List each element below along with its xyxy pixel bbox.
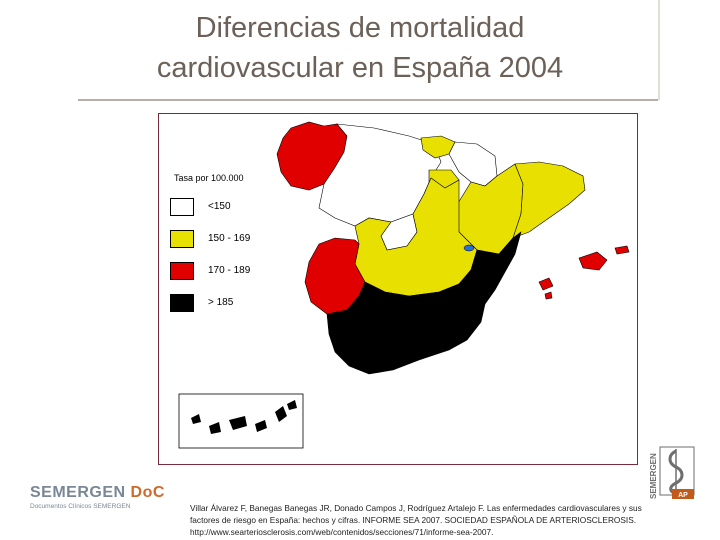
canary-island-3 (229, 416, 247, 430)
right-divider (658, 0, 660, 100)
legend-title: Tasa por 100.000 (174, 173, 244, 183)
semergen-ap-logo: SEMERGEN AP (648, 445, 696, 501)
title-line-1: Diferencias de mortalidad (195, 12, 525, 44)
canary-island-5 (275, 406, 287, 422)
region-baleares-formentera (544, 291, 553, 300)
logo-accent: DoC (130, 484, 165, 501)
right-logo-vertical-text: SEMERGEN (649, 453, 658, 499)
canary-island-6 (287, 400, 297, 410)
legend-swatch-white (170, 198, 194, 216)
legend-label: 170 - 189 (208, 265, 251, 276)
region-baleares-ibiza (538, 277, 554, 291)
region-andalucia-murcia (326, 281, 486, 375)
title-line-2: cardiovascular en España 2004 (156, 52, 564, 84)
spain-mortality-map (178, 121, 630, 449)
legend-label: <150 (208, 201, 231, 212)
citation-line-3: http://www.searteriosclerosis.com/web/co… (190, 527, 494, 537)
logo-subtitle: Documentos Clínicos SEMERGEN (30, 503, 131, 510)
semergen-doc-logo: SEMERGEN DoC Documentos Clínicos SEMERGE… (30, 484, 180, 514)
canary-island-1 (191, 414, 201, 424)
region-baleares-mallorca (578, 251, 608, 271)
logo-name: SEMERGEN (30, 484, 126, 501)
region-valencia (458, 231, 522, 311)
right-logo-ap: AP (678, 492, 688, 499)
slide-title: Diferencias de mortalidad cardiovascular… (60, 8, 660, 88)
title-divider (78, 99, 658, 101)
legend-swatch-black (170, 294, 194, 312)
legend-label: > 185 (208, 297, 234, 308)
canary-islands-inset (178, 393, 304, 449)
citation-line-2: factores de riesgo en España: hechos y c… (190, 515, 637, 525)
region-baleares-menorca (614, 245, 630, 255)
madrid-marker (463, 244, 475, 252)
canary-island-2 (209, 422, 221, 434)
semergen-ap-emblem-icon: SEMERGEN AP (648, 445, 695, 501)
legend-swatch-red (170, 262, 194, 280)
canary-island-4 (255, 420, 267, 432)
citation-line-1: Villar Álvarez F, Banegas Banegas JR, Do… (190, 503, 642, 513)
legend-swatch-yellow (170, 230, 194, 248)
spain-map-frame (158, 113, 638, 465)
region-cataluna (512, 161, 586, 239)
legend-label: 150 - 169 (208, 233, 251, 244)
source-citation: Villar Álvarez F, Banegas Banegas JR, Do… (190, 502, 690, 538)
